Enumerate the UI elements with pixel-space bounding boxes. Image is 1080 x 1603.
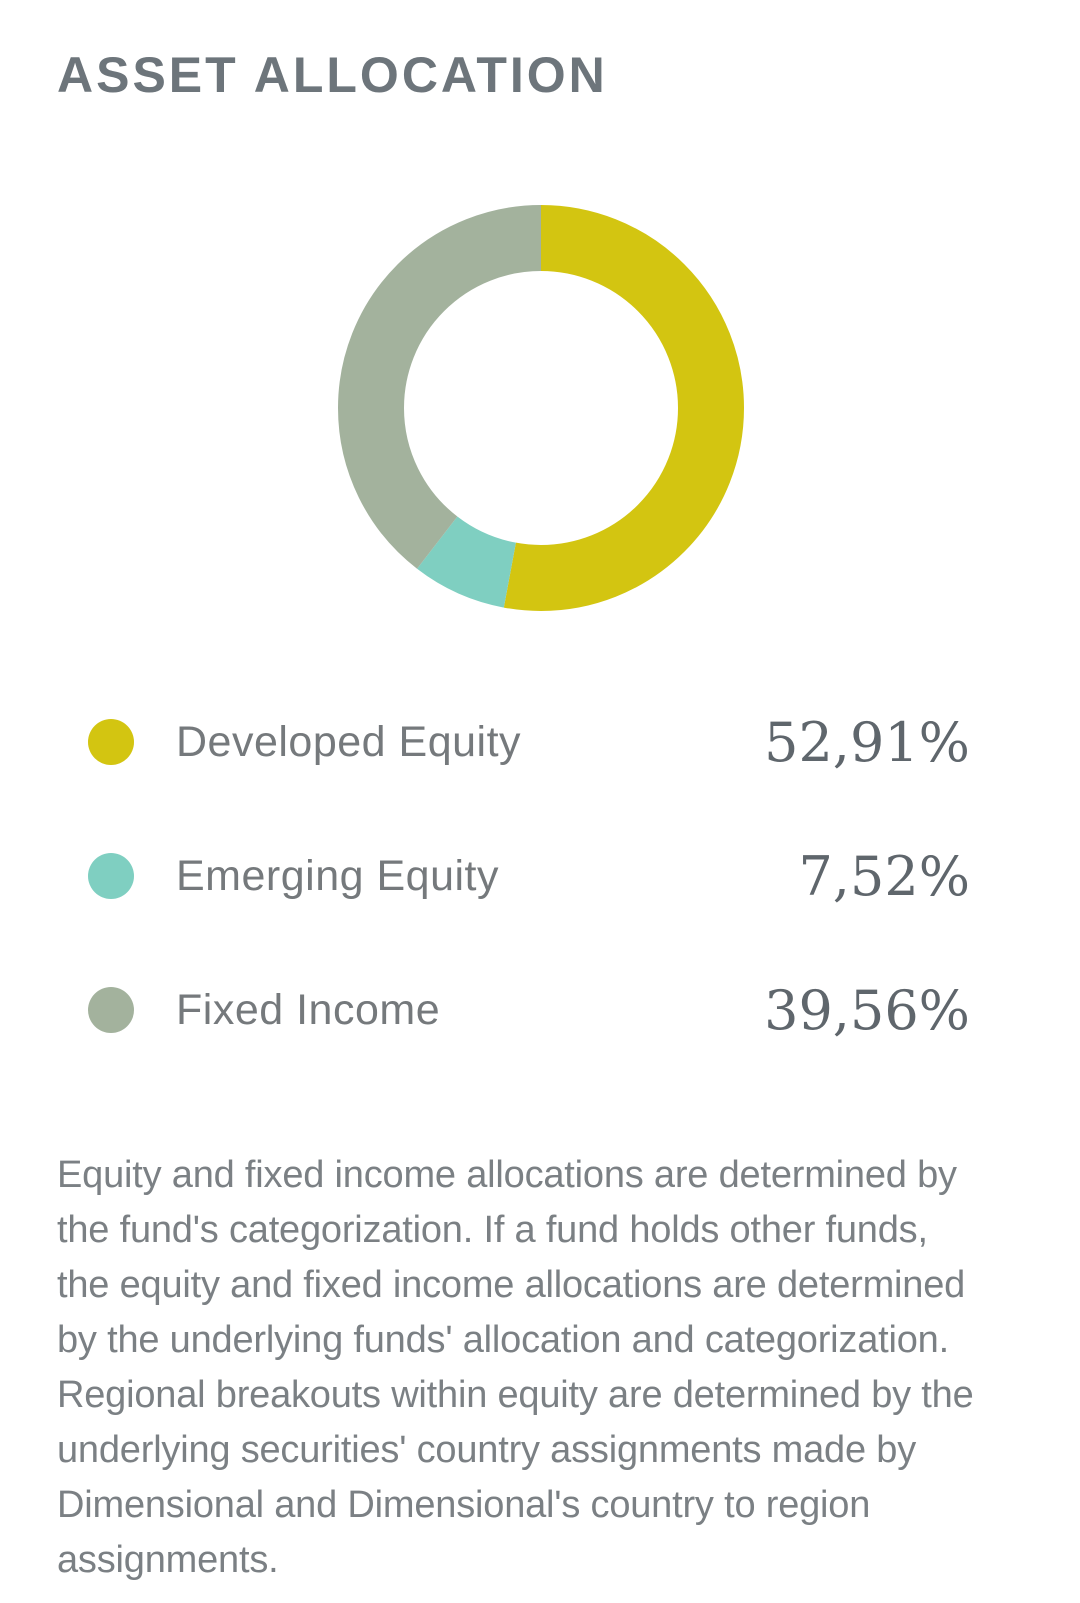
legend-label: Fixed Income (176, 985, 441, 1034)
legend-item-fixed-income: Fixed Income 39,56% (88, 943, 970, 1077)
legend-swatch-fixed-income (88, 987, 134, 1033)
legend-swatch-emerging-equity (88, 853, 134, 899)
chart-legend: Developed Equity 52,91% Emerging Equity … (88, 675, 970, 1077)
legend-item-developed-equity: Developed Equity 52,91% (88, 675, 970, 809)
legend-label: Developed Equity (176, 717, 522, 766)
legend-label: Emerging Equity (176, 851, 499, 900)
legend-value: 7,52% (798, 844, 970, 908)
legend-value: 39,56% (764, 978, 970, 1042)
legend-item-emerging-equity: Emerging Equity 7,52% (88, 809, 970, 943)
page-title: ASSET ALLOCATION (57, 47, 608, 103)
donut-chart-svg (338, 205, 744, 611)
asset-allocation-donut-chart (338, 205, 744, 611)
footnote-text: Equity and fixed income allocations are … (57, 1154, 974, 1581)
legend-swatch-developed-equity (88, 719, 134, 765)
legend-value: 52,91% (764, 710, 970, 774)
